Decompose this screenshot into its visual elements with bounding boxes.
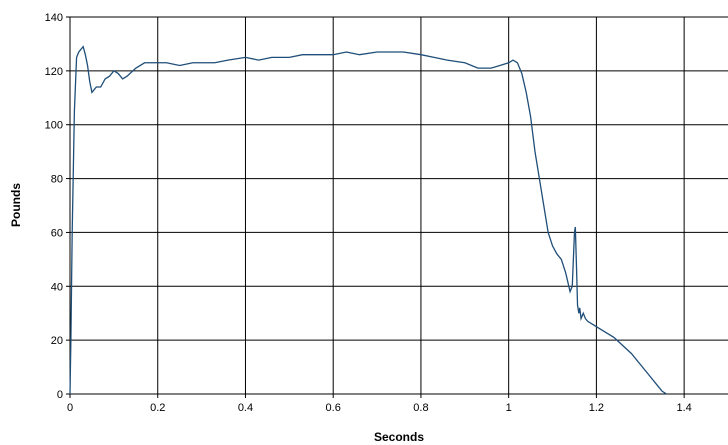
y-tick-label: 120 [45, 66, 63, 78]
x-tick-label: 0 [67, 402, 73, 414]
y-tick-label: 60 [51, 227, 63, 239]
tick-labels: 0 0.2 0.4 0.6 0.8 1 1.2 1.4 0 20 40 60 80 100 120 140 [45, 12, 692, 414]
y-tick-label: 0 [57, 389, 63, 401]
axes [66, 16, 728, 398]
y-tick-label: 40 [51, 281, 63, 293]
y-axis-title: Pounds [9, 183, 23, 227]
series-line [69, 45, 667, 395]
x-axis-title: Seconds [374, 430, 424, 444]
y-tick-label: 100 [45, 120, 63, 132]
x-tick-label: 1.2 [589, 402, 604, 414]
y-tick-label: 80 [51, 174, 63, 186]
x-tick-label: 0.4 [238, 402, 253, 414]
x-tick-label: 0.2 [150, 402, 165, 414]
plot-area [70, 17, 728, 394]
x-tick-label: 1.4 [676, 402, 691, 414]
x-tick-label: 1 [506, 402, 512, 414]
y-tick-label: 20 [51, 335, 63, 347]
grid-lines [70, 16, 728, 394]
x-tick-label: 0.8 [413, 402, 428, 414]
y-tick-label: 140 [45, 12, 63, 24]
x-tick-label: 0.6 [326, 402, 341, 414]
